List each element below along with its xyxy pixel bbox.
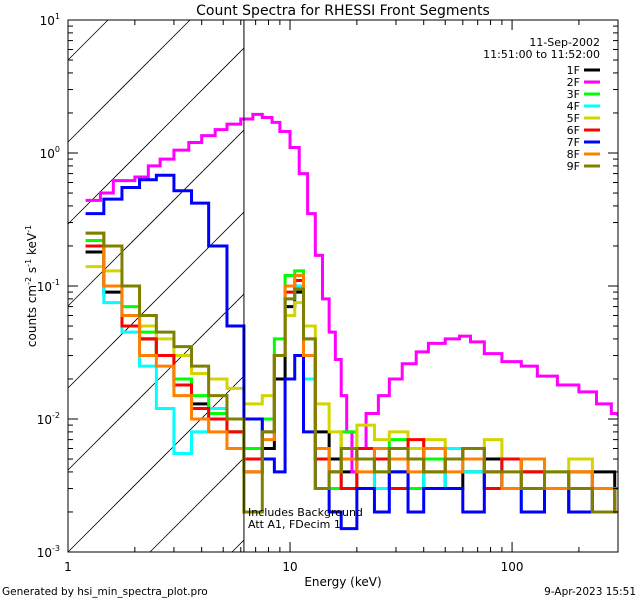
series-7F [85,173,618,531]
series-9F [85,231,618,514]
legend-label-8F: 8F [567,148,580,161]
legend-label-6F: 6F [567,124,580,137]
y-tick-label: 10-1 [37,278,60,294]
legend-label-9F: 9F [567,160,580,173]
hatch-line [67,19,191,143]
x-tick-label: 100 [501,560,524,574]
legend-label-4F: 4F [567,100,580,113]
footer-timestamp: 9-Apr-2023 15:51 [544,586,636,598]
hatch-line [67,211,245,389]
y-tick-label: 10-3 [37,544,60,560]
hatch-line [67,129,245,307]
y-tick-label: 101 [40,12,60,28]
x-tick-label: 1 [64,560,72,574]
legend-time-range: 11:51:00 to 11:52:00 [483,48,600,61]
hatch-line [67,375,245,553]
y-axis-label: counts cm-2 s-1 keV-1 [24,225,39,347]
legend-label-7F: 7F [567,136,580,149]
hatch-line [67,19,109,61]
series-2F [85,112,618,474]
annotation-attenuator: Att A1, FDecim 1 [248,518,341,531]
hatch-line [67,47,245,225]
footer-generated-by: Generated by hsi_min_spectra_plot.pro [2,586,208,598]
excluded-energy-hatch [67,19,245,553]
x-tick-label: 10 [282,560,297,574]
y-tick-label: 10-2 [37,411,60,427]
chart-title: Count Spectra for RHESSI Front Segments [196,3,490,19]
hatch-line [231,539,245,553]
legend-label-3F: 3F [567,88,580,101]
series-8F [85,231,618,514]
y-tick-label: 100 [40,145,60,161]
hatch-line [149,457,245,553]
legend-label-1F: 1F [567,64,580,77]
series-5F [85,265,618,491]
legend-label-2F: 2F [567,76,580,89]
annotation-background: Includes Background [248,506,363,519]
legend-label-5F: 5F [567,112,580,125]
legend-date: 11-Sep-2002 [529,36,600,49]
x-axis-label: Energy (keV) [304,575,381,589]
